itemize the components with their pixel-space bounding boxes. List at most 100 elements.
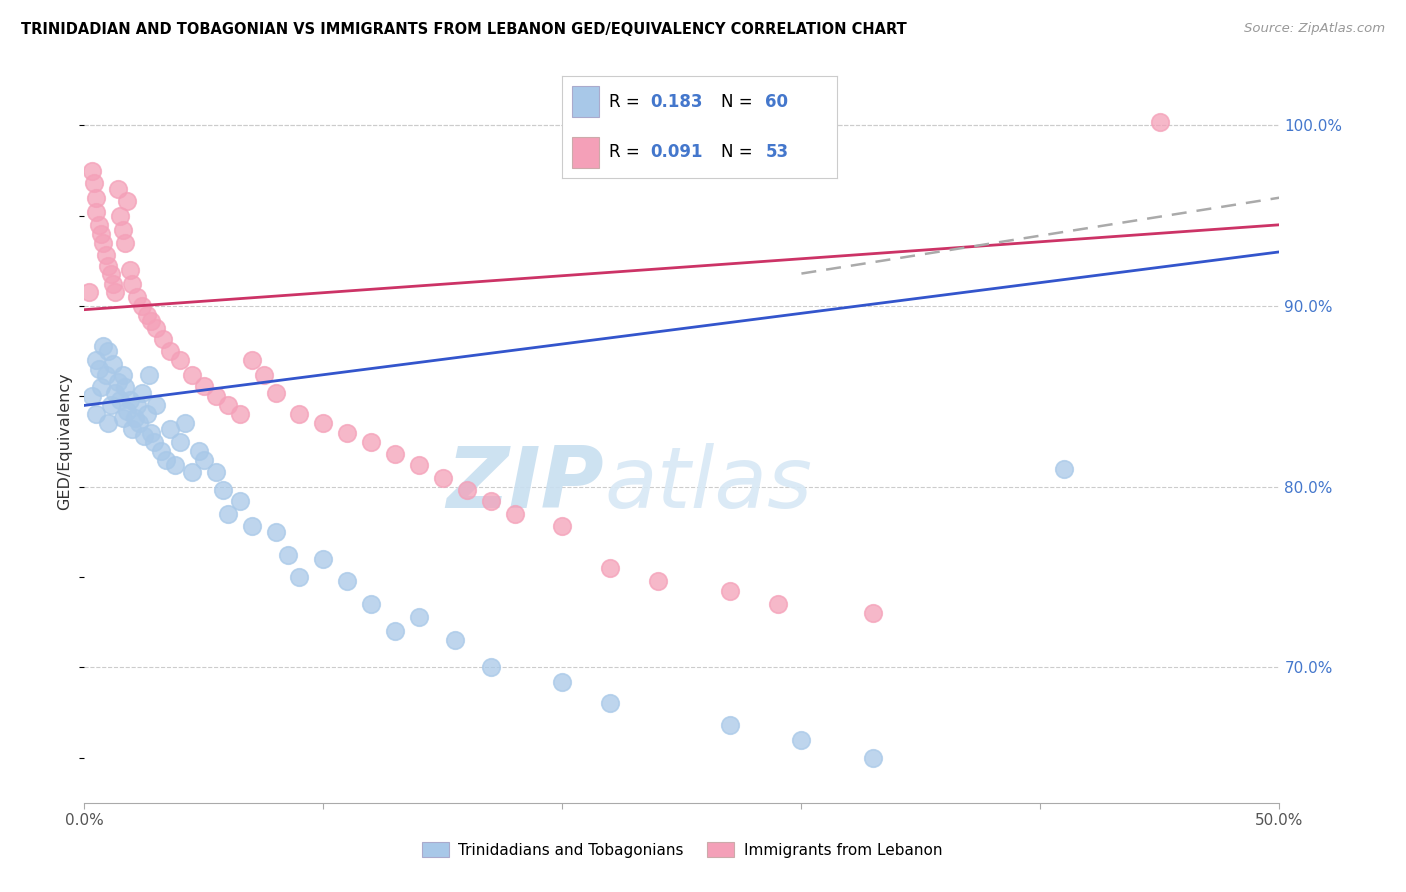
Point: [114, 235, 136, 250]
Point: [125, 398, 148, 412]
Point: [110, 392, 132, 407]
Point: [128, 417, 150, 431]
Point: [503, 507, 526, 521]
Point: [118, 392, 141, 407]
Point: [111, 368, 134, 382]
Point: [80, 389, 103, 403]
Point: [135, 308, 157, 322]
Point: [240, 353, 263, 368]
Point: [1053, 461, 1076, 475]
Point: [86, 191, 108, 205]
Point: [97, 260, 120, 274]
Point: [152, 332, 174, 346]
Point: [862, 750, 884, 764]
Text: R =: R =: [609, 143, 645, 161]
Point: [718, 718, 741, 732]
Point: [94, 368, 117, 382]
Point: [145, 398, 167, 412]
Point: [104, 385, 127, 400]
Point: [141, 425, 163, 440]
Point: [114, 380, 136, 394]
Point: [100, 267, 122, 281]
Text: 53: 53: [765, 143, 789, 161]
Point: [155, 452, 177, 467]
Text: Source: ZipAtlas.com: Source: ZipAtlas.com: [1244, 22, 1385, 36]
Point: [131, 385, 153, 400]
Point: [790, 732, 813, 747]
Point: [229, 408, 252, 422]
Point: [288, 408, 311, 422]
Text: ZIP: ZIP: [447, 443, 605, 526]
Point: [165, 458, 187, 472]
Point: [121, 277, 143, 292]
Text: R =: R =: [609, 94, 645, 112]
Point: [125, 290, 148, 304]
Point: [80, 163, 103, 178]
Point: [384, 624, 406, 639]
Text: atlas: atlas: [605, 443, 813, 526]
Point: [551, 674, 574, 689]
Point: [149, 443, 172, 458]
Point: [138, 368, 160, 382]
Point: [599, 561, 621, 575]
Point: [131, 299, 153, 313]
Point: [188, 443, 211, 458]
Point: [479, 660, 502, 674]
Point: [117, 404, 139, 418]
Point: [141, 313, 163, 327]
Point: [217, 398, 239, 412]
Y-axis label: GED/Equivalency: GED/Equivalency: [58, 373, 73, 510]
Point: [551, 519, 574, 533]
Point: [169, 434, 191, 449]
Point: [101, 357, 124, 371]
Point: [360, 597, 382, 611]
Point: [101, 277, 124, 292]
Point: [193, 452, 215, 467]
Point: [111, 223, 134, 237]
Point: [121, 422, 143, 436]
Point: [384, 447, 406, 461]
Point: [159, 344, 181, 359]
Legend: Trinidadians and Tobagonians, Immigrants from Lebanon: Trinidadians and Tobagonians, Immigrants…: [416, 836, 948, 863]
Point: [312, 552, 335, 566]
Point: [142, 434, 165, 449]
Point: [110, 209, 132, 223]
Point: [193, 378, 215, 392]
Point: [94, 248, 117, 262]
Point: [86, 408, 108, 422]
Point: [229, 494, 252, 508]
Point: [117, 194, 139, 209]
Point: [97, 344, 120, 359]
Point: [277, 549, 299, 563]
Point: [360, 434, 382, 449]
Point: [766, 597, 789, 611]
Bar: [572, 137, 599, 168]
Point: [1149, 115, 1171, 129]
Point: [169, 353, 191, 368]
Point: [145, 320, 167, 334]
Point: [479, 494, 502, 508]
Point: [217, 507, 239, 521]
Point: [181, 368, 204, 382]
Point: [111, 411, 134, 425]
Point: [107, 181, 129, 195]
Point: [83, 176, 105, 190]
Point: [124, 411, 146, 425]
Point: [87, 362, 110, 376]
Point: [90, 380, 112, 394]
Point: [253, 368, 276, 382]
Text: 0.091: 0.091: [650, 143, 703, 161]
Point: [86, 353, 108, 368]
Point: [862, 606, 884, 620]
Point: [408, 458, 430, 472]
Point: [87, 218, 110, 232]
Point: [118, 263, 141, 277]
Text: 0.183: 0.183: [650, 94, 703, 112]
Point: [90, 227, 112, 241]
Point: [86, 205, 108, 219]
Point: [100, 398, 122, 412]
Point: [93, 235, 115, 250]
Point: [599, 697, 621, 711]
Point: [336, 574, 359, 588]
Point: [159, 422, 181, 436]
